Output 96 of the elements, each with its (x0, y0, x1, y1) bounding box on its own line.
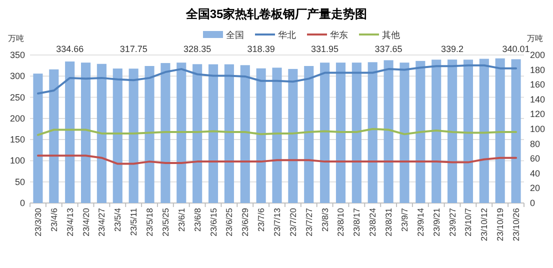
bar (240, 65, 250, 203)
legend-label: 华东 (330, 30, 348, 40)
x-tick-label: 23/8/31 (384, 208, 394, 236)
y-tick-label: 0 (20, 198, 25, 208)
y2-axis-title: 万吨 (527, 34, 543, 43)
y2-tick-label: 180 (530, 64, 546, 75)
x-tick-label: 23/6/8 (192, 208, 202, 232)
x-tick-label: 23/6/15 (208, 208, 218, 236)
y-tick-label: 100 (10, 156, 25, 166)
legend-label: 华北 (278, 30, 296, 40)
y2-tick-label: 20 (530, 183, 540, 194)
x-tick-label: 23/9/27 (447, 208, 458, 236)
bar (160, 63, 170, 203)
x-tick-label: 23/5/4 (112, 208, 123, 232)
bar (208, 64, 218, 203)
x-tick-label: 23/10/12 (479, 208, 490, 242)
bar (176, 62, 186, 203)
bar (384, 60, 394, 203)
x-tick-label: 23/8/3 (320, 208, 330, 232)
bar (80, 62, 91, 203)
y2-tick-label: 200 (530, 50, 546, 60)
y2-tick-label: 100 (530, 124, 546, 134)
y-tick-label: 350 (10, 50, 25, 60)
x-tick-label: 23/4/6 (48, 208, 59, 232)
y-tick-label: 300 (10, 71, 25, 82)
x-tick-label: 23/10/19 (495, 208, 506, 242)
y2-tick-label: 120 (530, 109, 546, 120)
x-tick-label: 23/9/7 (399, 208, 410, 232)
bar (96, 64, 106, 203)
data-label: 317.75 (120, 44, 148, 54)
x-tick-label: 23/10/26 (511, 208, 522, 242)
bar (128, 68, 138, 203)
bar (33, 74, 43, 203)
data-label: 334.66 (56, 44, 84, 54)
x-tick-label: 23/10/7 (463, 208, 474, 236)
bar (495, 58, 505, 203)
bar (304, 66, 314, 203)
data-label: 318.39 (247, 44, 275, 54)
bar (352, 62, 362, 203)
x-tick-label: 23/8/17 (352, 208, 362, 236)
y-tick-label: 250 (10, 92, 25, 102)
x-tick-label: 23/7/27 (304, 208, 314, 236)
y-tick-label: 200 (10, 113, 25, 124)
y2-tick-label: 40 (530, 168, 540, 178)
bar (400, 62, 410, 203)
bar (336, 62, 346, 203)
chart-title: 全国35家热轧卷板钢厂产量走势图 (184, 7, 368, 21)
bar (112, 68, 122, 203)
bar (144, 66, 154, 203)
y2-tick-label: 60 (530, 154, 540, 164)
x-tick-label: 23/4/20 (80, 208, 91, 236)
bar (448, 60, 458, 203)
x-tick-label: 23/7/13 (272, 208, 282, 236)
data-label: 340.01 (502, 44, 530, 54)
bar (288, 68, 298, 203)
bar (463, 60, 474, 203)
legend-label: 全国 (226, 30, 244, 40)
y2-tick-label: 140 (530, 94, 546, 104)
data-label: 328.35 (184, 44, 212, 54)
bar (432, 60, 442, 203)
bar (511, 59, 521, 203)
x-tick-label: 23/5/18 (144, 208, 155, 236)
x-tick-label: 23/6/29 (240, 208, 250, 236)
data-label: 337.65 (374, 44, 402, 54)
legend-label: 其他 (382, 30, 400, 40)
y-axis-title: 万吨 (8, 34, 24, 43)
x-tick-label: 23/3/30 (32, 208, 43, 236)
x-tick-label: 23/7/20 (288, 208, 298, 236)
data-label: 339.2 (441, 44, 464, 54)
x-tick-label: 23/6/1 (176, 208, 186, 232)
y-tick-label: 50 (14, 176, 25, 187)
y2-tick-label: 160 (530, 80, 546, 90)
x-tick-label: 23/4/27 (96, 208, 107, 236)
bar (320, 62, 330, 203)
y-tick-label: 150 (10, 134, 25, 145)
bar (256, 68, 266, 203)
bar (224, 64, 234, 203)
y2-tick-label: 0 (530, 198, 536, 208)
bar (368, 62, 378, 203)
x-tick-label: 23/9/21 (431, 208, 442, 236)
data-label: 331.95 (311, 44, 339, 54)
bar (272, 68, 282, 203)
bar (65, 61, 75, 203)
x-tick-label: 23/7/6 (256, 208, 266, 232)
bar (49, 69, 59, 203)
x-tick-label: 23/4/13 (64, 208, 75, 236)
bar (479, 58, 489, 203)
bar (192, 64, 202, 203)
x-tick-label: 23/8/24 (368, 208, 378, 236)
x-tick-label: 23/5/25 (160, 208, 170, 236)
y2-tick-label: 80 (530, 138, 540, 149)
x-tick-label: 23/9/14 (415, 208, 426, 236)
x-tick-label: 23/6/25 (224, 208, 234, 236)
x-tick-label: 23/5/11 (128, 208, 139, 236)
bar (416, 60, 426, 203)
x-tick-label: 23/8/10 (336, 208, 346, 236)
